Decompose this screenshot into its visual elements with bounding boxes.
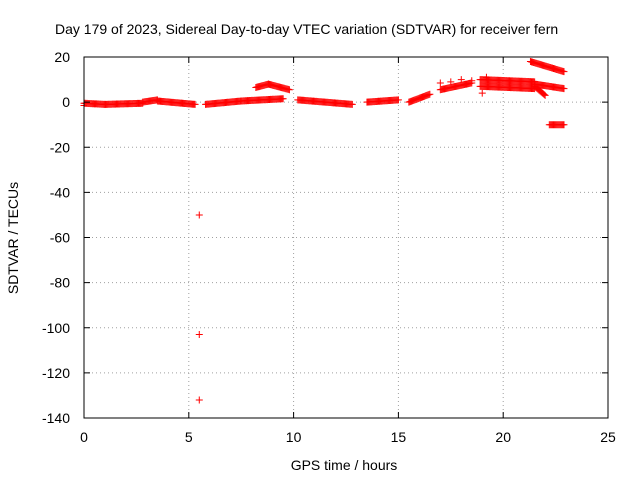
y-tick-label: -100 (42, 320, 70, 336)
x-axis-ticks: 0 5 10 15 20 25 (80, 57, 616, 445)
y-tick-label: -60 (50, 230, 70, 246)
y-tick-label: -40 (50, 184, 70, 200)
data-point (560, 121, 568, 129)
data-point (468, 77, 476, 85)
data-point (426, 90, 434, 98)
x-tick-label: 15 (391, 429, 407, 445)
y-axis-label: SDTVAR / TECUs (5, 182, 21, 294)
x-tick-label: 20 (495, 429, 511, 445)
x-tick-label: 25 (600, 429, 616, 445)
data-point (541, 91, 549, 99)
data-point (436, 79, 444, 87)
x-tick-label: 5 (185, 429, 193, 445)
data-point (195, 396, 203, 404)
data-point (540, 90, 548, 98)
data-points (80, 58, 568, 404)
x-axis-label: GPS time / hours (291, 457, 398, 473)
y-tick-label: -120 (42, 365, 70, 381)
data-point (447, 78, 455, 86)
chart-title: Day 179 of 2023, Sidereal Day-to-day VTE… (55, 21, 558, 37)
y-axis-ticks: -140 -120 -100 -80 -60 -40 -20 0 20 (42, 49, 608, 426)
data-point (560, 85, 568, 93)
data-point (195, 211, 203, 219)
data-point (195, 331, 203, 339)
data-point (285, 86, 293, 94)
y-tick-label: -20 (50, 139, 70, 155)
data-point (478, 89, 486, 97)
x-tick-label: 10 (286, 429, 302, 445)
y-tick-label: -80 (50, 275, 70, 291)
y-tick-label: 0 (62, 94, 70, 110)
data-point (348, 100, 356, 108)
y-tick-label: 20 (54, 49, 70, 65)
data-point (560, 68, 568, 76)
data-point (279, 95, 287, 103)
y-tick-label: -140 (42, 410, 70, 426)
data-point (191, 100, 199, 108)
data-point (394, 96, 402, 104)
x-tick-label: 0 (80, 429, 88, 445)
data-point (482, 73, 490, 81)
data-point (457, 76, 465, 84)
grid-lines (84, 57, 608, 418)
plot-frame (83, 56, 609, 419)
